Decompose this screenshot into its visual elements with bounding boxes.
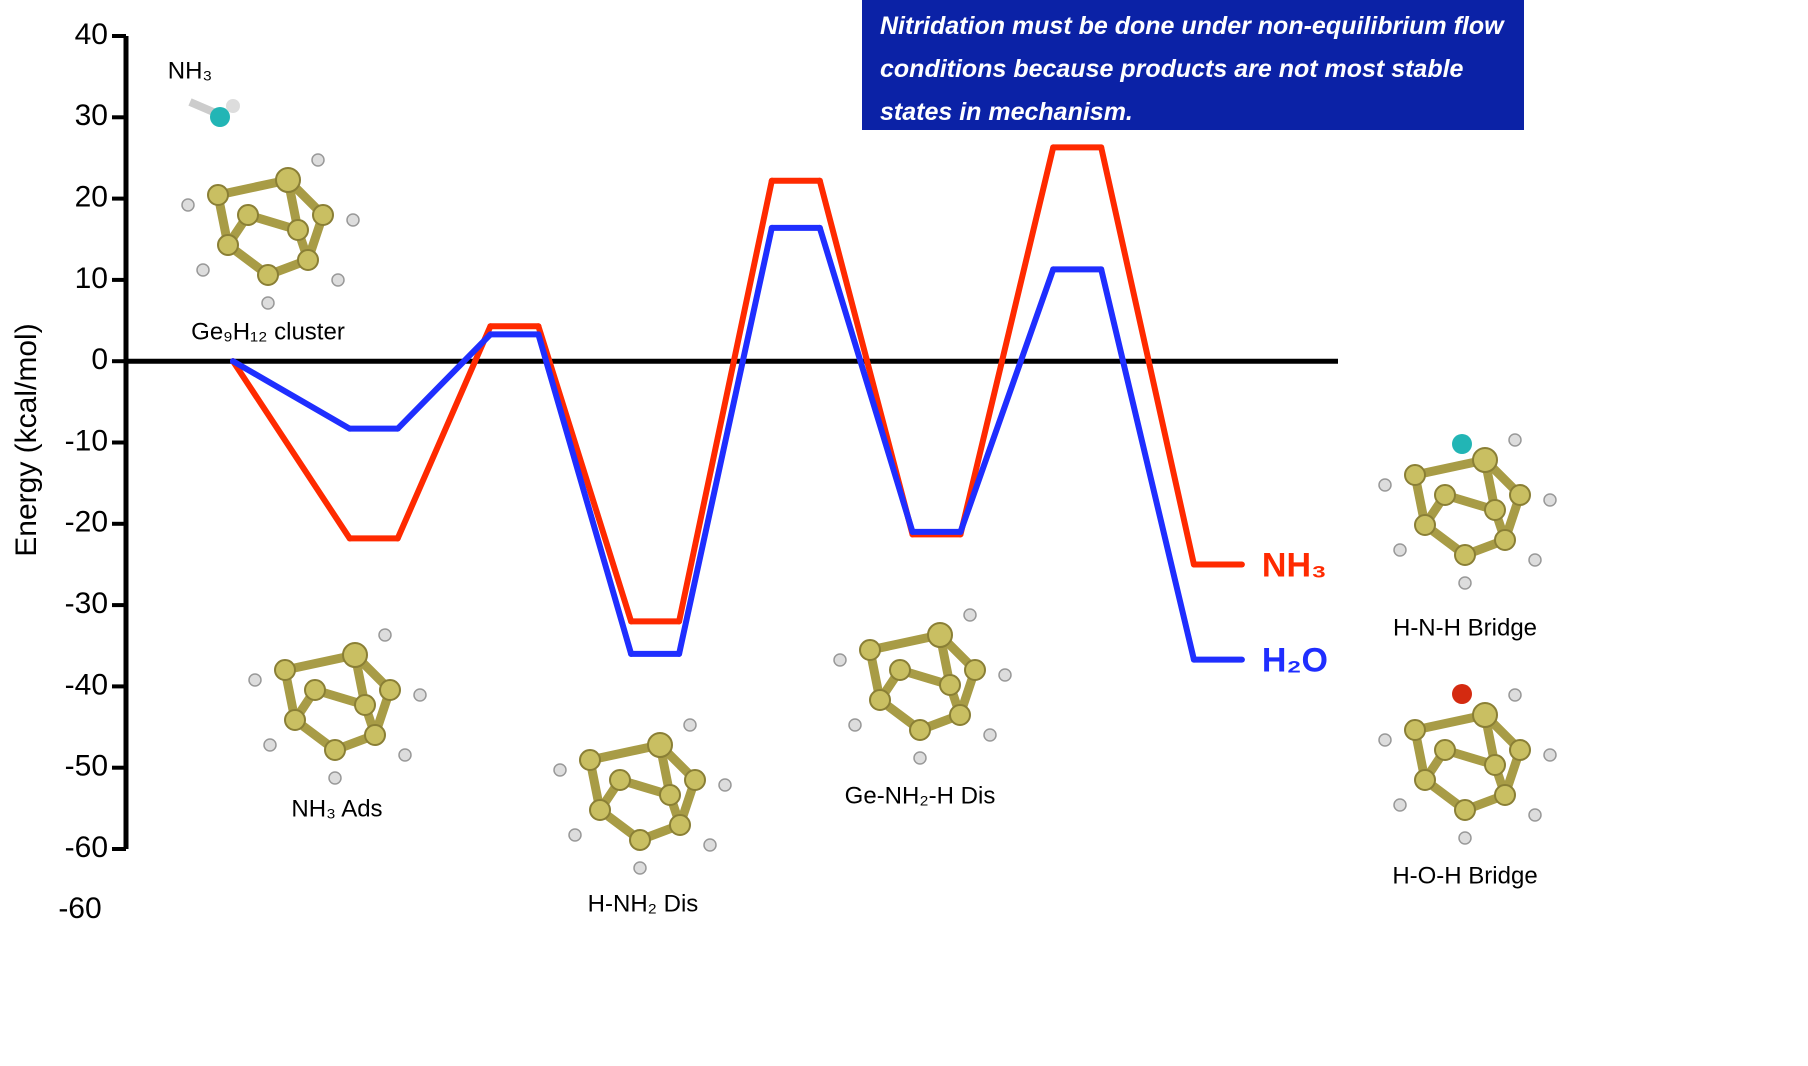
y-tick-label: -30 [65, 587, 108, 620]
connector [961, 269, 1054, 532]
chart: Energy (kcal/mol) NH₃ H-N-H Bridge H-O-H… [0, 0, 1808, 1066]
y-tick-label: -10 [65, 424, 108, 457]
y-tick-label: 10 [75, 262, 108, 295]
connector [679, 181, 772, 622]
y-tick-label: -60 [65, 831, 108, 864]
annotation: -60 [58, 892, 101, 925]
connector [820, 228, 913, 532]
y-tick-label: 40 [75, 18, 108, 51]
annotation: H-O-H Bridge [1392, 862, 1537, 889]
page: Energy (kcal/mol) NH₃ H-N-H Bridge H-O-H… [0, 0, 1808, 1066]
y-tick-label: -20 [65, 506, 108, 539]
state-label: H-NH₂ Dis [588, 890, 699, 917]
legend-label: NH₃ [1262, 546, 1327, 584]
annotation: H-N-H Bridge [1393, 614, 1537, 641]
connector [1101, 147, 1194, 564]
connector [538, 326, 631, 621]
note-box: Nitridation must be done under non-equil… [862, 0, 1524, 130]
state-label: NH₃ Ads [291, 795, 382, 822]
y-tick-label: -50 [65, 750, 108, 783]
connector [961, 147, 1054, 534]
y-axis-title: Energy (kcal/mol) [10, 323, 43, 556]
y-tick-label: 30 [75, 99, 108, 132]
connector [538, 334, 631, 654]
y-tick-label: -40 [65, 668, 108, 701]
annotation: NH₃ [168, 57, 212, 84]
y-tick-label: 0 [91, 343, 108, 376]
connector [1101, 269, 1194, 659]
y-tick-label: 20 [75, 181, 108, 214]
state-label: Ge₉H₁₂ cluster [191, 318, 345, 345]
state-label: Ge-NH₂-H Dis [845, 782, 996, 809]
connector [233, 361, 350, 428]
connector [679, 228, 772, 654]
molecule-images [182, 99, 1556, 874]
legend-label: H₂O [1262, 642, 1328, 680]
connector [398, 326, 491, 538]
connector [233, 361, 350, 538]
connector [398, 334, 491, 428]
